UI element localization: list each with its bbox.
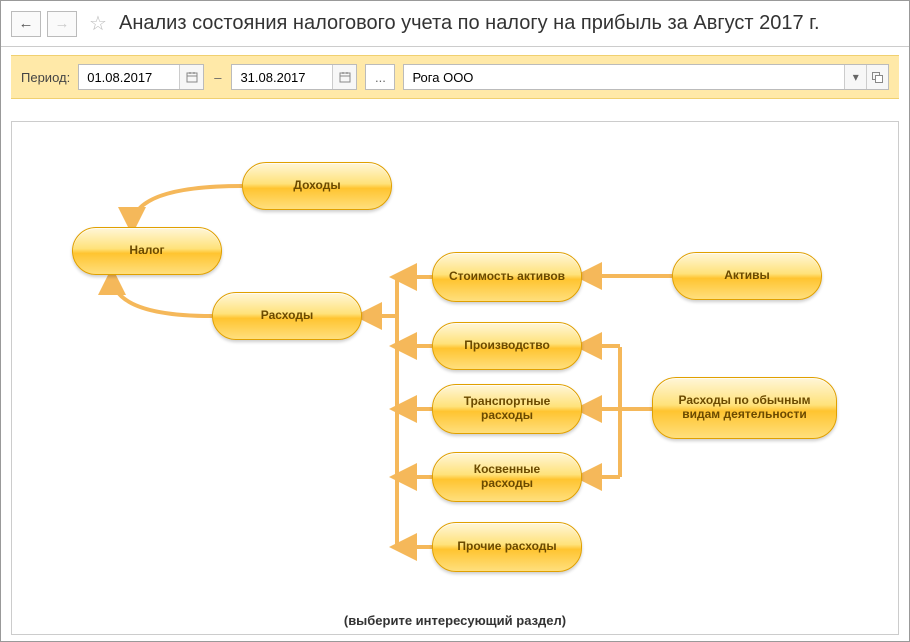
calendar-icon[interactable] <box>332 65 356 89</box>
open-dialog-icon[interactable] <box>866 65 888 89</box>
diagram-node-transp[interactable]: Транспортные расходы <box>432 384 582 434</box>
diagram-node-nalog[interactable]: Налог <box>72 227 222 275</box>
diagram-hint: (выберите интересующий раздел) <box>12 613 898 628</box>
diagram-node-rash_obych[interactable]: Расходы по обычным видам деятельности <box>652 377 837 439</box>
date-to-input[interactable] <box>232 65 332 89</box>
date-to-field[interactable] <box>231 64 357 90</box>
diagram-node-dohody[interactable]: Доходы <box>242 162 392 210</box>
diagram-node-proizv[interactable]: Производство <box>432 322 582 370</box>
arrow-left-icon: ← <box>19 15 34 32</box>
diagram-node-rashody[interactable]: Расходы <box>212 292 362 340</box>
period-separator: – <box>212 70 223 85</box>
diagram-panel: Налог Доходы Расходы Стоимость активов Актив… <box>11 121 899 635</box>
ellipsis-icon: ... <box>375 70 386 85</box>
page-title: Анализ состояния налогового учета по нал… <box>119 12 820 35</box>
favorite-star-icon[interactable]: ☆ <box>87 13 109 35</box>
nav-back-button[interactable]: ← <box>11 11 41 37</box>
date-from-field[interactable] <box>78 64 204 90</box>
period-toolbar: Период: – ... ▾ <box>11 55 899 99</box>
diagram-node-kosv[interactable]: Косвенные расходы <box>432 452 582 502</box>
nav-forward-button[interactable]: → <box>47 11 77 37</box>
date-from-input[interactable] <box>79 65 179 89</box>
titlebar: ← → ☆ Анализ состояния налогового учета … <box>1 1 909 47</box>
period-label: Период: <box>21 70 70 85</box>
app-window: ← → ☆ Анализ состояния налогового учета … <box>0 0 910 642</box>
period-picker-button[interactable]: ... <box>365 64 395 90</box>
diagram-node-aktivy[interactable]: Активы <box>672 252 822 300</box>
arrow-right-icon: → <box>55 15 70 32</box>
diagram-node-stoim_akt[interactable]: Стоимость активов <box>432 252 582 302</box>
organization-field[interactable]: ▾ <box>403 64 889 90</box>
diagram-node-prochie[interactable]: Прочие расходы <box>432 522 582 572</box>
organization-input[interactable] <box>404 65 844 89</box>
calendar-icon[interactable] <box>179 65 203 89</box>
dropdown-icon[interactable]: ▾ <box>844 65 866 89</box>
diagram-canvas: Налог Доходы Расходы Стоимость активов Актив… <box>12 122 898 634</box>
